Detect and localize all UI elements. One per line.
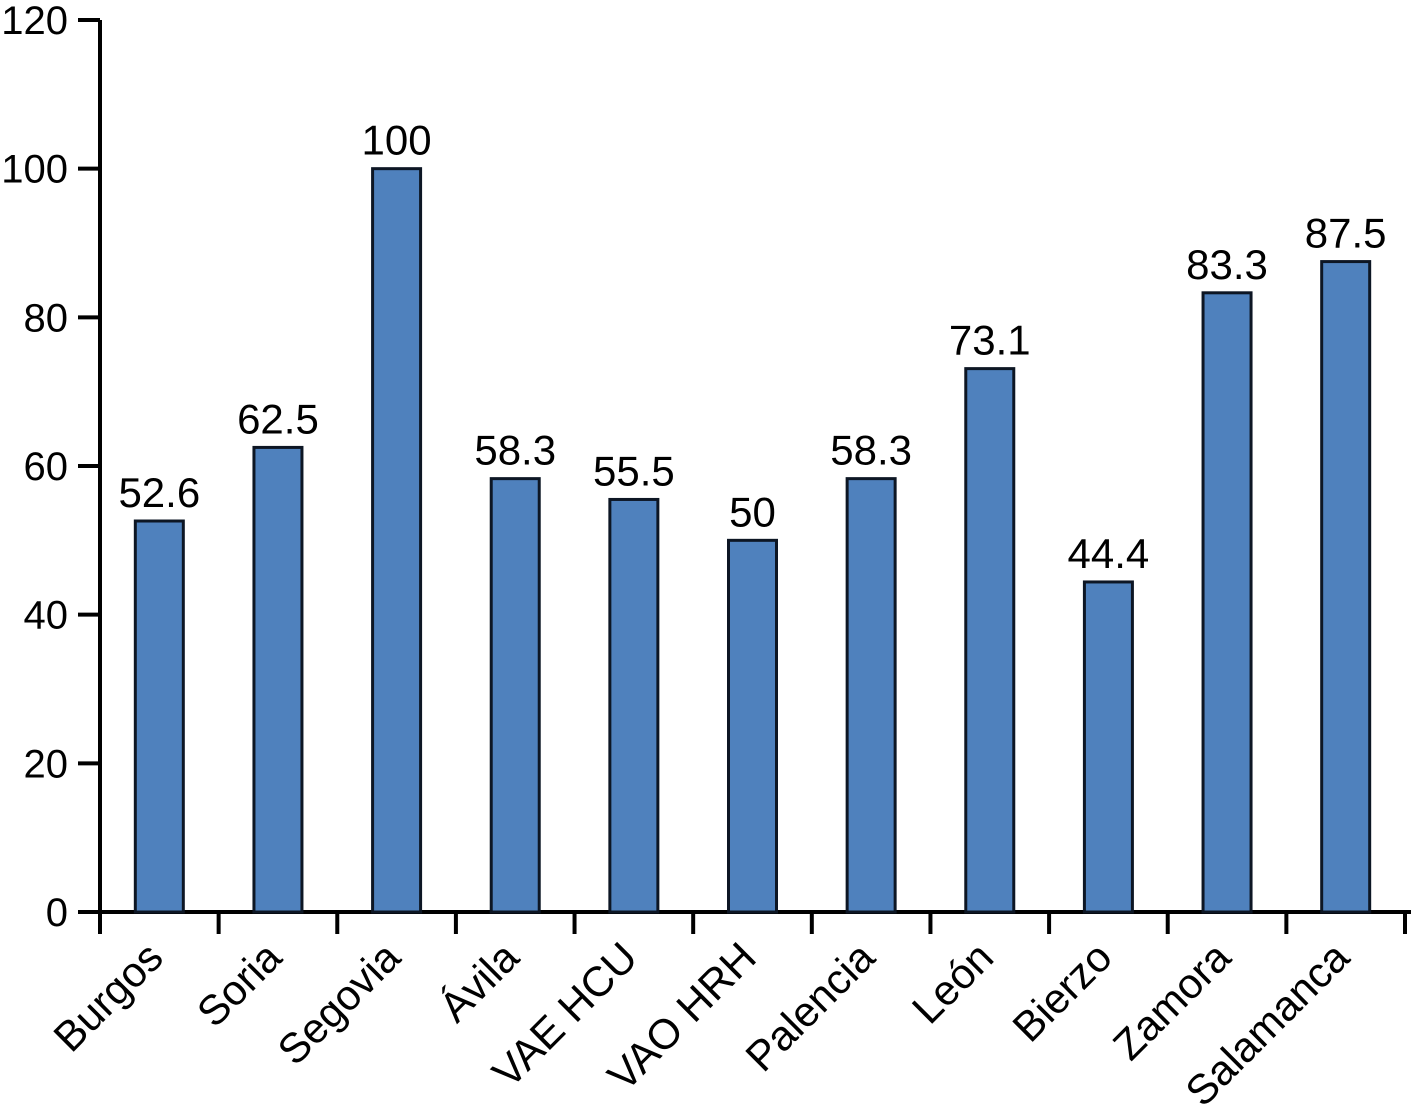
bar-4 bbox=[608, 497, 660, 914]
x-axis-category-label-8: Bierzo bbox=[1003, 933, 1120, 1050]
value-label-1: 62.5 bbox=[237, 395, 319, 442]
bar-9 bbox=[1201, 291, 1253, 914]
x-axis-category-label-3: Ávila bbox=[430, 933, 528, 1031]
bar-10 bbox=[1320, 260, 1372, 914]
y-axis-tick-label: 80 bbox=[24, 296, 69, 340]
value-label-2: 100 bbox=[362, 117, 432, 164]
x-axis-category-label-0: Burgos bbox=[44, 933, 171, 1060]
value-label-3: 58.3 bbox=[474, 427, 556, 474]
bar-0 bbox=[133, 519, 185, 914]
y-axis-tick-label: 20 bbox=[24, 742, 69, 786]
bar-1 bbox=[252, 445, 304, 914]
value-label-9: 83.3 bbox=[1186, 241, 1268, 288]
y-axis-tick-label: 120 bbox=[1, 0, 68, 43]
x-axis-category-label-1: Soria bbox=[188, 933, 291, 1036]
value-label-7: 73.1 bbox=[949, 317, 1031, 364]
y-axis-tick-label: 40 bbox=[24, 594, 69, 638]
x-axis-category-label-7: León bbox=[903, 933, 1002, 1032]
x-axis-category-label-2: Segovia bbox=[268, 933, 409, 1074]
bar-3 bbox=[489, 477, 541, 914]
bar-6 bbox=[845, 477, 897, 914]
x-axis-category-label-6: Palencia bbox=[736, 933, 884, 1081]
bar-7 bbox=[964, 367, 1016, 914]
bar-2 bbox=[371, 167, 423, 914]
value-label-8: 44.4 bbox=[1068, 530, 1150, 577]
value-label-0: 52.6 bbox=[118, 469, 200, 516]
value-label-5: 50 bbox=[729, 488, 776, 535]
bar-5 bbox=[727, 538, 778, 914]
y-axis-tick-label: 60 bbox=[24, 445, 69, 489]
value-label-6: 58.3 bbox=[830, 427, 912, 474]
y-axis-tick-label: 100 bbox=[1, 148, 68, 192]
value-label-10: 87.5 bbox=[1305, 210, 1387, 257]
y-axis-tick-label: 0 bbox=[46, 891, 68, 935]
value-label-4: 55.5 bbox=[593, 447, 675, 494]
bar-8 bbox=[1082, 580, 1134, 914]
